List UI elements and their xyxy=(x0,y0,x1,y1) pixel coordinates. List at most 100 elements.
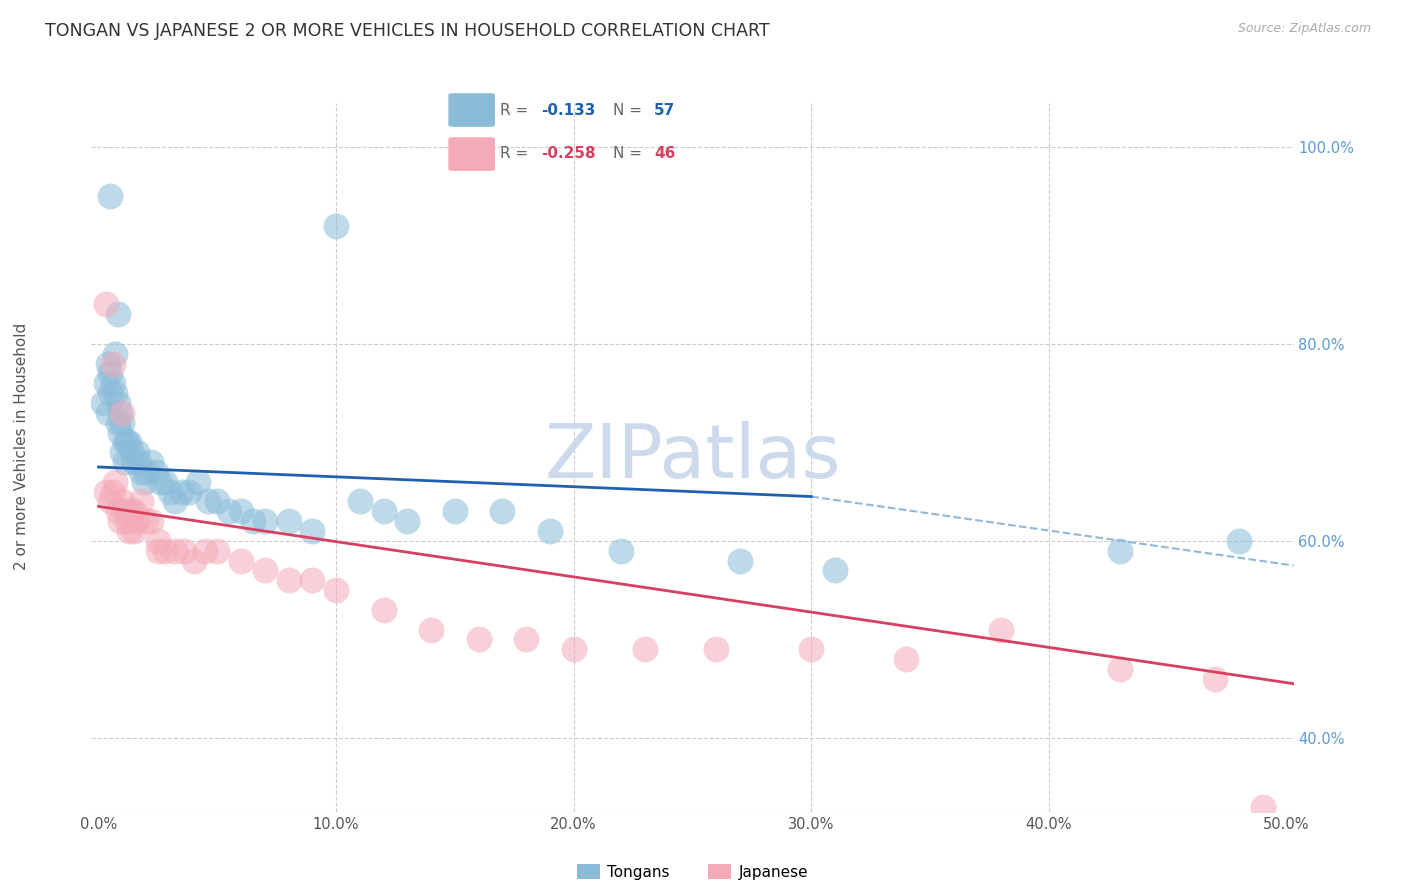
Point xyxy=(444,504,467,518)
Point xyxy=(1204,672,1226,686)
FancyBboxPatch shape xyxy=(449,93,495,127)
Point xyxy=(94,376,117,391)
Point xyxy=(115,435,138,450)
Point xyxy=(111,494,134,508)
Point xyxy=(118,435,141,450)
Point xyxy=(183,553,205,567)
Point xyxy=(373,504,395,518)
Point xyxy=(122,524,145,538)
Point xyxy=(115,514,138,528)
Text: ZIPatlas: ZIPatlas xyxy=(544,421,841,493)
Point xyxy=(229,553,252,567)
Text: 46: 46 xyxy=(654,145,675,161)
Point xyxy=(1109,543,1132,558)
Point xyxy=(107,504,129,518)
Point xyxy=(111,445,134,459)
Point xyxy=(108,425,131,440)
Text: 2 or more Vehicles in Household: 2 or more Vehicles in Household xyxy=(14,322,28,570)
Point xyxy=(125,445,148,459)
Point xyxy=(122,504,145,518)
Point xyxy=(218,504,240,518)
Point xyxy=(149,475,172,489)
Point xyxy=(101,357,124,371)
Point xyxy=(491,504,513,518)
Point xyxy=(194,543,217,558)
Point xyxy=(197,494,219,508)
Point xyxy=(253,563,276,577)
Point xyxy=(325,583,347,598)
Point xyxy=(170,484,193,499)
Point xyxy=(122,455,145,469)
Point xyxy=(153,475,176,489)
Point xyxy=(100,494,122,508)
Point xyxy=(111,416,134,430)
Point xyxy=(396,514,419,528)
Point xyxy=(129,494,152,508)
Point xyxy=(800,642,823,657)
Point xyxy=(104,347,127,361)
Point xyxy=(108,406,131,420)
Point xyxy=(91,396,114,410)
Point xyxy=(1227,533,1250,548)
Point xyxy=(634,642,657,657)
Point xyxy=(824,563,846,577)
Text: Source: ZipAtlas.com: Source: ZipAtlas.com xyxy=(1237,22,1371,36)
Point xyxy=(325,219,347,233)
Point xyxy=(207,494,229,508)
Point xyxy=(515,632,537,647)
Point xyxy=(132,475,155,489)
Text: R =: R = xyxy=(501,145,534,161)
Point xyxy=(990,623,1012,637)
Point xyxy=(163,543,186,558)
Point xyxy=(114,504,136,518)
Text: 57: 57 xyxy=(654,103,675,118)
Point xyxy=(111,406,134,420)
Point xyxy=(373,603,395,617)
Point xyxy=(349,494,371,508)
Legend: Tongans, Japanese: Tongans, Japanese xyxy=(571,857,814,886)
Point xyxy=(100,189,122,203)
Point xyxy=(1251,799,1274,814)
Point xyxy=(301,524,323,538)
Point xyxy=(301,574,323,588)
Point xyxy=(107,307,129,321)
Point xyxy=(253,514,276,528)
Point xyxy=(610,543,633,558)
Point xyxy=(100,386,122,401)
Point xyxy=(135,514,157,528)
Point xyxy=(125,514,148,528)
Point xyxy=(146,543,169,558)
Point xyxy=(121,445,143,459)
Point xyxy=(187,475,209,489)
Point xyxy=(94,297,117,311)
Point xyxy=(104,475,127,489)
Point xyxy=(562,642,585,657)
Point xyxy=(145,465,167,479)
Point xyxy=(97,357,120,371)
Point xyxy=(135,465,157,479)
Point xyxy=(1109,662,1132,676)
Point xyxy=(177,484,200,499)
Point xyxy=(277,574,299,588)
Point xyxy=(100,367,122,381)
Point xyxy=(108,514,131,528)
Text: TONGAN VS JAPANESE 2 OR MORE VEHICLES IN HOUSEHOLD CORRELATION CHART: TONGAN VS JAPANESE 2 OR MORE VEHICLES IN… xyxy=(45,22,769,40)
Point xyxy=(153,543,176,558)
Point xyxy=(94,484,117,499)
Point xyxy=(242,514,264,528)
FancyBboxPatch shape xyxy=(449,137,495,171)
Point xyxy=(129,465,152,479)
Point xyxy=(139,455,162,469)
Point xyxy=(704,642,727,657)
Text: N =: N = xyxy=(613,103,647,118)
Point xyxy=(163,494,186,508)
Point xyxy=(146,533,169,548)
Text: R =: R = xyxy=(501,103,534,118)
Point xyxy=(121,504,143,518)
Point xyxy=(538,524,561,538)
Point xyxy=(277,514,299,528)
Text: -0.133: -0.133 xyxy=(541,103,596,118)
Point xyxy=(104,386,127,401)
Point xyxy=(128,455,150,469)
Point xyxy=(101,376,124,391)
